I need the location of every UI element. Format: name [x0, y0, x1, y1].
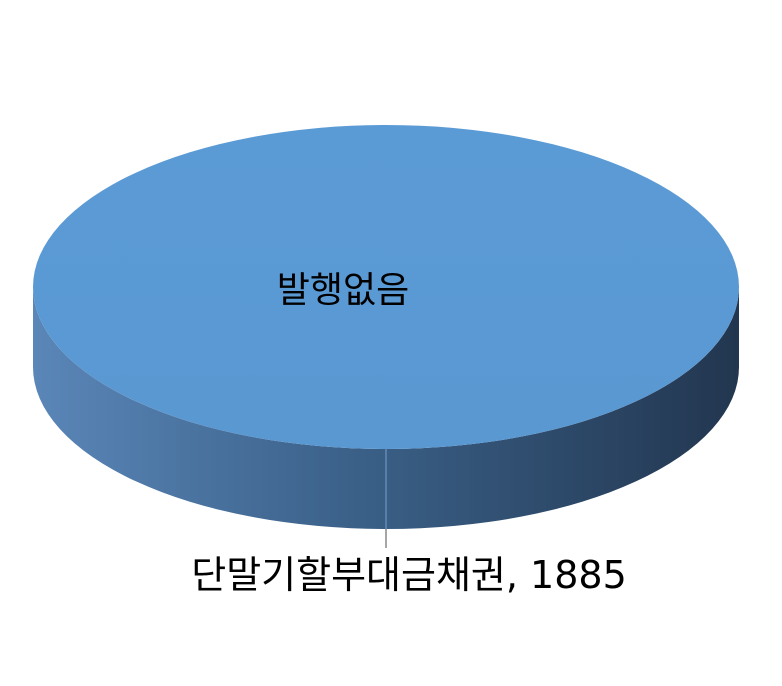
pie-slice-main — [33, 125, 739, 449]
slice-label-small: 단말기할부대금채권, 1885 — [191, 553, 627, 597]
pie-slice-side — [33, 287, 739, 529]
slice-label-main: 발행없음 — [277, 270, 409, 311]
